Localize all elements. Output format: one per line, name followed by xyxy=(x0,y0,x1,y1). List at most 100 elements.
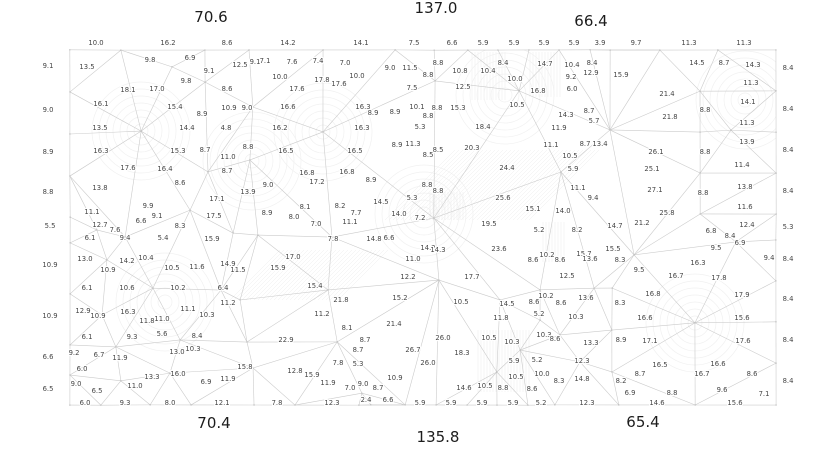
edge-length-label: 8.9 xyxy=(366,176,377,184)
edge-length-label: 6.9 xyxy=(735,239,746,247)
edge-length-label: 10.4 xyxy=(480,67,495,75)
edge-length-label: 25.8 xyxy=(659,209,674,217)
edge-length-label: 8.8 xyxy=(667,389,678,397)
edge-length-label: 10.9 xyxy=(42,261,57,269)
edge-length-label: 9.0 xyxy=(385,64,396,72)
edge-length-label: 13.9 xyxy=(240,188,255,196)
edge-length-label: 9.0 xyxy=(71,380,82,388)
edge-length-label: 21.4 xyxy=(386,320,401,328)
edge-length-label: 11.2 xyxy=(220,299,235,307)
edge-length-label: 11.1 xyxy=(543,141,558,149)
edge-length-label: 10.9 xyxy=(42,312,57,320)
edge-length-label: 15.4 xyxy=(167,103,182,111)
edge-length-label: 7.6 xyxy=(287,58,298,66)
edge-length-label: 8.3 xyxy=(554,377,565,385)
edge-length-label: 16.0 xyxy=(170,370,185,378)
edge-length-label: 26.0 xyxy=(435,334,450,342)
edge-length-label: 26.7 xyxy=(405,346,420,354)
edge-length-label: 18.1 xyxy=(120,86,135,94)
edge-length-label: 8.7 xyxy=(635,370,646,378)
dimension-top-right: 66.4 xyxy=(574,12,608,30)
edge-length-label: 16.5 xyxy=(347,147,362,155)
edge-length-label: 6.6 xyxy=(43,353,54,361)
edge-length-label: 8.2 xyxy=(572,226,583,234)
edge-length-label: 10.4 xyxy=(138,254,153,262)
edge-length-label: 15.3 xyxy=(170,147,185,155)
dimension-bottom-right: 65.4 xyxy=(626,413,660,431)
edge-length-label: 15.7 xyxy=(576,250,591,258)
edge-length-label: 5.9 xyxy=(477,399,488,407)
edge-length-label: 9.9 xyxy=(143,202,154,210)
edge-length-label: 9.0 xyxy=(358,380,369,388)
edge-length-label: 16.8 xyxy=(645,290,660,298)
edge-length-label: 8.4 xyxy=(783,255,794,263)
edge-length-label: 17.1 xyxy=(209,195,224,203)
edge-length-label: 7.7 xyxy=(351,209,362,217)
edge-length-label: 16.6 xyxy=(280,103,295,111)
edge-length-label: 9.3 xyxy=(120,399,131,407)
edge-length-label: 6.9 xyxy=(185,54,196,62)
edge-length-label: 17.5 xyxy=(206,212,221,220)
edge-length-label: 16.2 xyxy=(272,124,287,132)
edge-length-label: 6.5 xyxy=(43,385,54,393)
edge-length-label: 9.4 xyxy=(764,254,775,262)
edge-length-label: 7.6 xyxy=(110,226,121,234)
edge-length-label: 11.3 xyxy=(736,39,751,47)
edge-length-label: 6.6 xyxy=(384,234,395,242)
edge-length-label: 11.5 xyxy=(230,266,245,274)
edge-length-label: 8.9 xyxy=(616,336,627,344)
edge-length-label: 8.6 xyxy=(550,335,561,343)
edge-length-label: 11.3 xyxy=(681,39,696,47)
edge-length-label: 16.8 xyxy=(530,87,545,95)
edge-length-label: 15.1 xyxy=(525,205,540,213)
edge-length-label: 14.8 xyxy=(574,375,589,383)
edge-length-label: 16.2 xyxy=(160,39,175,47)
edge-length-label: 9.2 xyxy=(566,73,577,81)
edge-length-label: 14.7 xyxy=(537,60,552,68)
edge-length-label: 5.4 xyxy=(158,234,169,242)
edge-length-label: 6.9 xyxy=(625,389,636,397)
edge-length-label: 8.4 xyxy=(783,64,794,72)
edge-length-label: 12.8 xyxy=(287,367,302,375)
edge-length-label: 7.1 xyxy=(759,390,770,398)
edge-length-label: 10.3 xyxy=(185,345,200,353)
edge-length-label: 8.7 xyxy=(353,346,364,354)
edge-length-label: 11.9 xyxy=(320,379,335,387)
edge-length-label: 10.9 xyxy=(90,312,105,320)
edge-length-label: 8.3 xyxy=(615,299,626,307)
edge-length-label: 14.2 xyxy=(280,39,295,47)
edge-length-label: 10.6 xyxy=(119,284,134,292)
edge-length-label: 8.8 xyxy=(43,188,54,196)
edge-length-label: 8.6 xyxy=(556,299,567,307)
edge-length-label: 9.7 xyxy=(631,39,642,47)
edge-length-label: 8.1 xyxy=(342,324,353,332)
edge-length-label: 11.1 xyxy=(570,184,585,192)
edge-length-label: 11.3 xyxy=(739,119,754,127)
edge-length-label: 14.1 xyxy=(353,39,368,47)
edge-length-label: 8.6 xyxy=(527,385,538,393)
edge-length-label: 24.4 xyxy=(499,164,514,172)
edge-length-label: 11.3 xyxy=(405,140,420,148)
edge-length-label: 14.0 xyxy=(391,210,406,218)
edge-length-label: 12.7 xyxy=(92,221,107,229)
edge-length-label: 13.0 xyxy=(77,255,92,263)
edge-length-label: 16.8 xyxy=(339,168,354,176)
dimension-top-center: 137.0 xyxy=(414,0,458,17)
edge-length-label: 11.9 xyxy=(112,354,127,362)
edge-length-label: 6.7 xyxy=(94,351,105,359)
edge-length-label: 9.8 xyxy=(181,77,192,85)
edge-length-label: 11.6 xyxy=(737,203,752,211)
edge-length-label: 6.6 xyxy=(447,39,458,47)
edge-length-label: 26.0 xyxy=(420,359,435,367)
edge-length-label: 14.5 xyxy=(689,59,704,67)
edge-length-label: 7.8 xyxy=(328,235,339,243)
mesh-nodes xyxy=(69,49,777,406)
edge-length-label: 15.6 xyxy=(727,399,742,407)
edge-length-label: 16.7 xyxy=(694,370,709,378)
edge-length-label: 12.5 xyxy=(455,83,470,91)
edge-length-label: 13.8 xyxy=(737,183,752,191)
edge-length-label: 8.8 xyxy=(433,59,444,67)
edge-length-label: 7.0 xyxy=(345,384,356,392)
edge-length-label: 8.8 xyxy=(432,104,443,112)
